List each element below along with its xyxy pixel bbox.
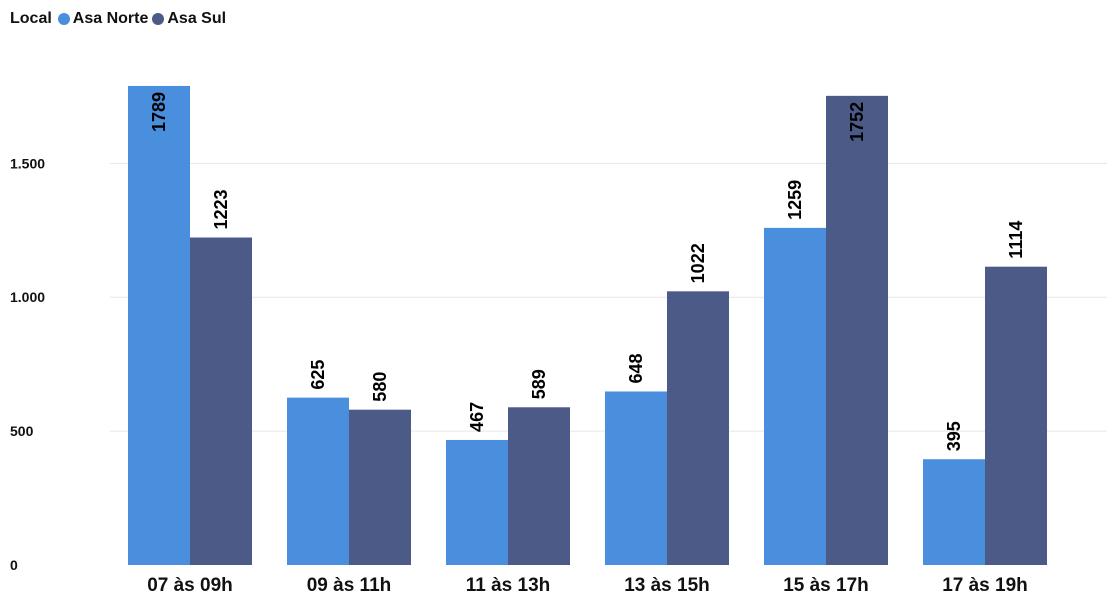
- bar: [764, 227, 826, 565]
- x-tick-label: 09 às 11h: [307, 575, 392, 594]
- x-tick-label: 11 às 13h: [466, 575, 551, 594]
- data-label: 1223: [211, 189, 231, 229]
- bar: [287, 397, 349, 565]
- data-label: 589: [529, 369, 549, 399]
- legend-item-asa-norte[interactable]: Asa Norte: [57, 10, 149, 28]
- bar: [985, 266, 1047, 565]
- data-label: 648: [626, 353, 646, 383]
- bar: [446, 439, 508, 565]
- bar: [190, 237, 252, 565]
- x-tick-label: 07 às 09h: [147, 575, 233, 594]
- data-label: 395: [944, 421, 964, 451]
- bar: [349, 409, 411, 565]
- legend-dot-icon: [57, 13, 70, 25]
- data-label: 1259: [785, 180, 805, 220]
- bar: [508, 407, 570, 565]
- legend: Local Asa Norte Asa Sul: [10, 7, 230, 31]
- y-tick-label: 1.500: [10, 155, 45, 171]
- data-label: 580: [370, 372, 390, 402]
- data-label: 625: [308, 360, 328, 390]
- y-tick-label: 500: [10, 423, 34, 439]
- legend-item-asa-sul[interactable]: Asa Sul: [152, 10, 226, 28]
- legend-title: Local: [10, 10, 52, 27]
- bar: [826, 95, 888, 565]
- legend-label: Asa Sul: [167, 10, 227, 27]
- y-tick-label: 0: [10, 557, 18, 573]
- x-tick-label: 17 às 19h: [942, 575, 1028, 594]
- x-tick-label: 13 às 15h: [624, 575, 710, 594]
- bar: [128, 85, 190, 565]
- x-tick-label: 15 às 17h: [783, 575, 869, 594]
- bar: [923, 459, 985, 565]
- legend-label: Asa Norte: [72, 10, 149, 27]
- data-label: 1114: [1006, 221, 1026, 259]
- legend-dot-icon: [152, 13, 165, 25]
- data-label: 1022: [688, 243, 708, 283]
- data-label: 1789: [149, 92, 169, 132]
- bar: [667, 291, 729, 565]
- y-tick-label: 1.000: [10, 289, 45, 305]
- data-label: 467: [467, 402, 487, 432]
- data-label: 1752: [847, 102, 867, 142]
- bar: [605, 391, 667, 565]
